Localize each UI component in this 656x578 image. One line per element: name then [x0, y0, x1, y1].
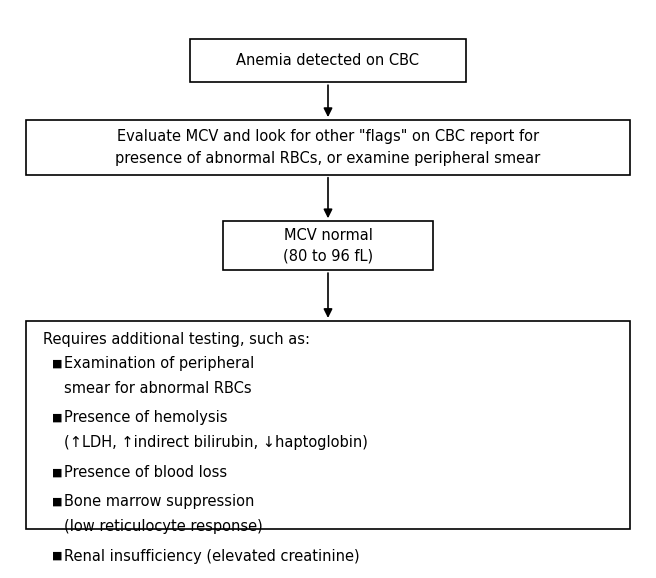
Text: ■: ■ [52, 413, 63, 423]
Text: MCV normal
(80 to 96 fL): MCV normal (80 to 96 fL) [283, 228, 373, 264]
FancyBboxPatch shape [190, 39, 466, 82]
Text: Anemia detected on CBC: Anemia detected on CBC [237, 53, 419, 68]
FancyBboxPatch shape [26, 120, 630, 175]
Text: Evaluate MCV and look for other "flags" on CBC report for
presence of abnormal R: Evaluate MCV and look for other "flags" … [115, 129, 541, 166]
Text: ■: ■ [52, 467, 63, 477]
Text: ■: ■ [52, 551, 63, 561]
Text: Presence of blood loss: Presence of blood loss [64, 465, 228, 480]
Text: (↑LDH, ↑indirect bilirubin, ↓haptoglobin): (↑LDH, ↑indirect bilirubin, ↓haptoglobin… [64, 435, 368, 450]
Text: Examination of peripheral: Examination of peripheral [64, 356, 255, 371]
Text: ■: ■ [52, 497, 63, 507]
Text: Renal insufficiency (elevated creatinine): Renal insufficiency (elevated creatinine… [64, 549, 360, 564]
Text: Presence of hemolysis: Presence of hemolysis [64, 410, 228, 425]
FancyBboxPatch shape [26, 321, 630, 529]
Text: ■: ■ [52, 358, 63, 369]
FancyBboxPatch shape [223, 221, 433, 271]
Text: Requires additional testing, such as:: Requires additional testing, such as: [43, 332, 310, 347]
Text: (low reticulocyte response): (low reticulocyte response) [64, 519, 263, 534]
Text: Bone marrow suppression: Bone marrow suppression [64, 494, 255, 509]
Text: smear for abnormal RBCs: smear for abnormal RBCs [64, 381, 252, 396]
